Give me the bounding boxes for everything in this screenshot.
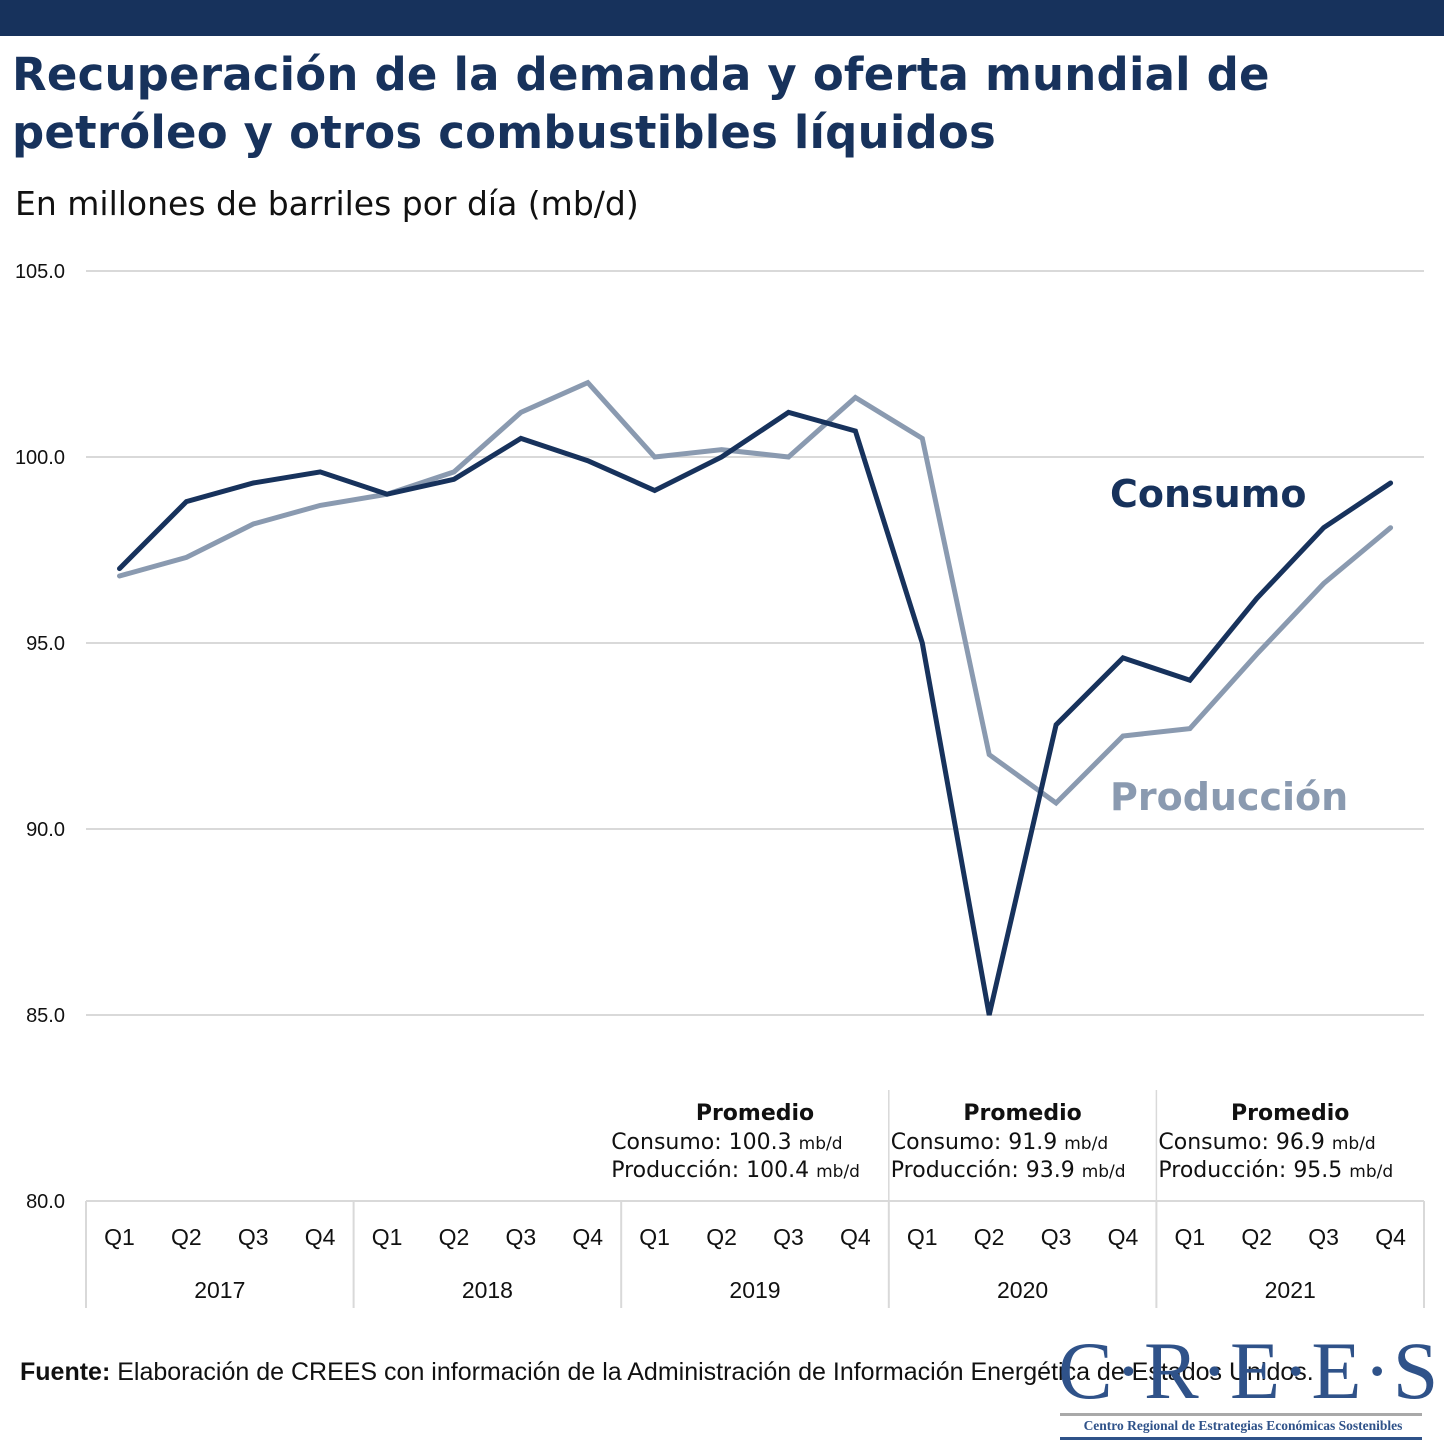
- annotation-unit: mb/d: [1349, 1162, 1393, 1182]
- y-tick-label: 100.0: [15, 447, 65, 469]
- x-tick-label: Q1: [639, 1224, 670, 1250]
- x-tick-label: Q1: [104, 1224, 135, 1250]
- source-note: Fuente: Elaboración de CREES con informa…: [20, 1356, 1314, 1389]
- y-tick-label: 85.0: [26, 1005, 65, 1027]
- series-label: Consumo: [1110, 472, 1306, 516]
- source-label: Fuente:: [20, 1358, 111, 1386]
- annotation-line: Consumo: 91.9 mb/d: [891, 1130, 1108, 1155]
- y-tick-label: 80.0: [26, 1191, 65, 1213]
- x-tick-label: Q3: [773, 1224, 804, 1250]
- logo-divider: [1060, 1413, 1422, 1416]
- x-axis: Q1 Q2 Q3 Q4 2017 Q1 Q2 Q3 Q4 2018 Q1 Q2 Q3 Q4 2019 Q1 Q2…: [85, 1200, 1425, 1308]
- annotation-heading: Promedio: [963, 1101, 1081, 1126]
- y-tick-label: 105.0: [15, 261, 65, 283]
- x-tick-label: Q2: [706, 1224, 737, 1250]
- x-tick-label: Q1: [372, 1224, 403, 1250]
- annotation-line: Consumo: 96.9 mb/d: [1158, 1130, 1375, 1155]
- annotation-label: Consumo:: [611, 1130, 728, 1155]
- annotation-unit: mb/d: [816, 1162, 860, 1182]
- x-tick-label: Q2: [439, 1224, 470, 1250]
- y-tick-label: 95.0: [26, 633, 65, 655]
- series-line-produccion: [117, 379, 1394, 807]
- annotation-line: Producción: 95.5 mb/d: [1158, 1158, 1393, 1183]
- x-tick-label: Q4: [840, 1224, 871, 1250]
- logo-wordmark: C·R·E·E·S: [1058, 1325, 1441, 1416]
- annotation-line: Producción: 100.4 mb/d: [611, 1158, 860, 1183]
- x-group-label: 2018: [462, 1277, 513, 1303]
- gridlines: [86, 270, 1424, 1016]
- x-tick-label: Q3: [1308, 1224, 1339, 1250]
- logo-subtitle: Centro Regional de Estrategias Económica…: [1083, 1418, 1403, 1433]
- annotation-heading: Promedio: [696, 1101, 814, 1126]
- annotation-value: 100.4: [746, 1158, 816, 1183]
- x-tick-label: Q4: [1108, 1224, 1139, 1250]
- annotation-value: 93.9: [1026, 1158, 1082, 1183]
- annotation-value: 91.9: [1008, 1130, 1064, 1155]
- x-group-label: 2020: [997, 1277, 1048, 1303]
- series-labels: Consumo Producción: [1110, 472, 1348, 819]
- annotation-unit: mb/d: [799, 1134, 843, 1154]
- annotation-value: 96.9: [1276, 1130, 1332, 1155]
- annotation-unit: mb/d: [1064, 1134, 1108, 1154]
- annotation-value: 100.3: [729, 1130, 799, 1155]
- top-bar: [0, 0, 1444, 36]
- x-tick-label: Q2: [171, 1224, 202, 1250]
- x-group-label: 2021: [1265, 1277, 1316, 1303]
- x-tick-label: Q2: [974, 1224, 1005, 1250]
- annotation-label: Consumo:: [1158, 1130, 1275, 1155]
- annotation-line: Consumo: 100.3 mb/d: [611, 1130, 842, 1155]
- x-tick-label: Q1: [907, 1224, 938, 1250]
- chart-title: Recuperación de la demanda y oferta mund…: [12, 48, 1270, 159]
- annotation-unit: mb/d: [1082, 1162, 1126, 1182]
- x-tick-label: Q4: [572, 1224, 603, 1250]
- x-tick-label: Q2: [1241, 1224, 1272, 1250]
- annotation-unit: mb/d: [1332, 1134, 1376, 1154]
- series-label: Producción: [1110, 775, 1348, 819]
- x-tick-label: Q4: [1375, 1224, 1406, 1250]
- logo-underline: [1060, 1437, 1422, 1440]
- annotation-label: Producción:: [891, 1158, 1026, 1183]
- source-text: Elaboración de CREES con información de …: [110, 1358, 1314, 1386]
- crees-logo: C·R·E·E·S Centro Regional de Estrategias…: [1058, 1325, 1441, 1440]
- x-tick-label: Q4: [305, 1224, 336, 1250]
- y-axis-ticks: 80.0 85.0 90.0 95.0 100.0 105.0: [15, 261, 65, 1213]
- x-tick-label: Q3: [506, 1224, 537, 1250]
- series-lines: [117, 379, 1394, 1016]
- annotation-label: Producción:: [611, 1158, 746, 1183]
- annotation-label: Consumo:: [891, 1130, 1008, 1155]
- chart-subtitle: En millones de barriles por día (mb/d): [15, 184, 639, 223]
- series-line-consumo: [117, 409, 1394, 1016]
- y-tick-label: 90.0: [26, 819, 65, 841]
- annotation-line: Producción: 93.9 mb/d: [891, 1158, 1126, 1183]
- annotation-heading: Promedio: [1231, 1101, 1349, 1126]
- annotation-value: 95.5: [1293, 1158, 1349, 1183]
- x-tick-label: Q3: [1041, 1224, 1072, 1250]
- annotation-label: Producción:: [1158, 1158, 1293, 1183]
- x-group-label: 2017: [194, 1277, 245, 1303]
- x-tick-label: Q1: [1175, 1224, 1206, 1250]
- x-tick-label: Q3: [238, 1224, 269, 1250]
- x-group-label: 2019: [729, 1277, 780, 1303]
